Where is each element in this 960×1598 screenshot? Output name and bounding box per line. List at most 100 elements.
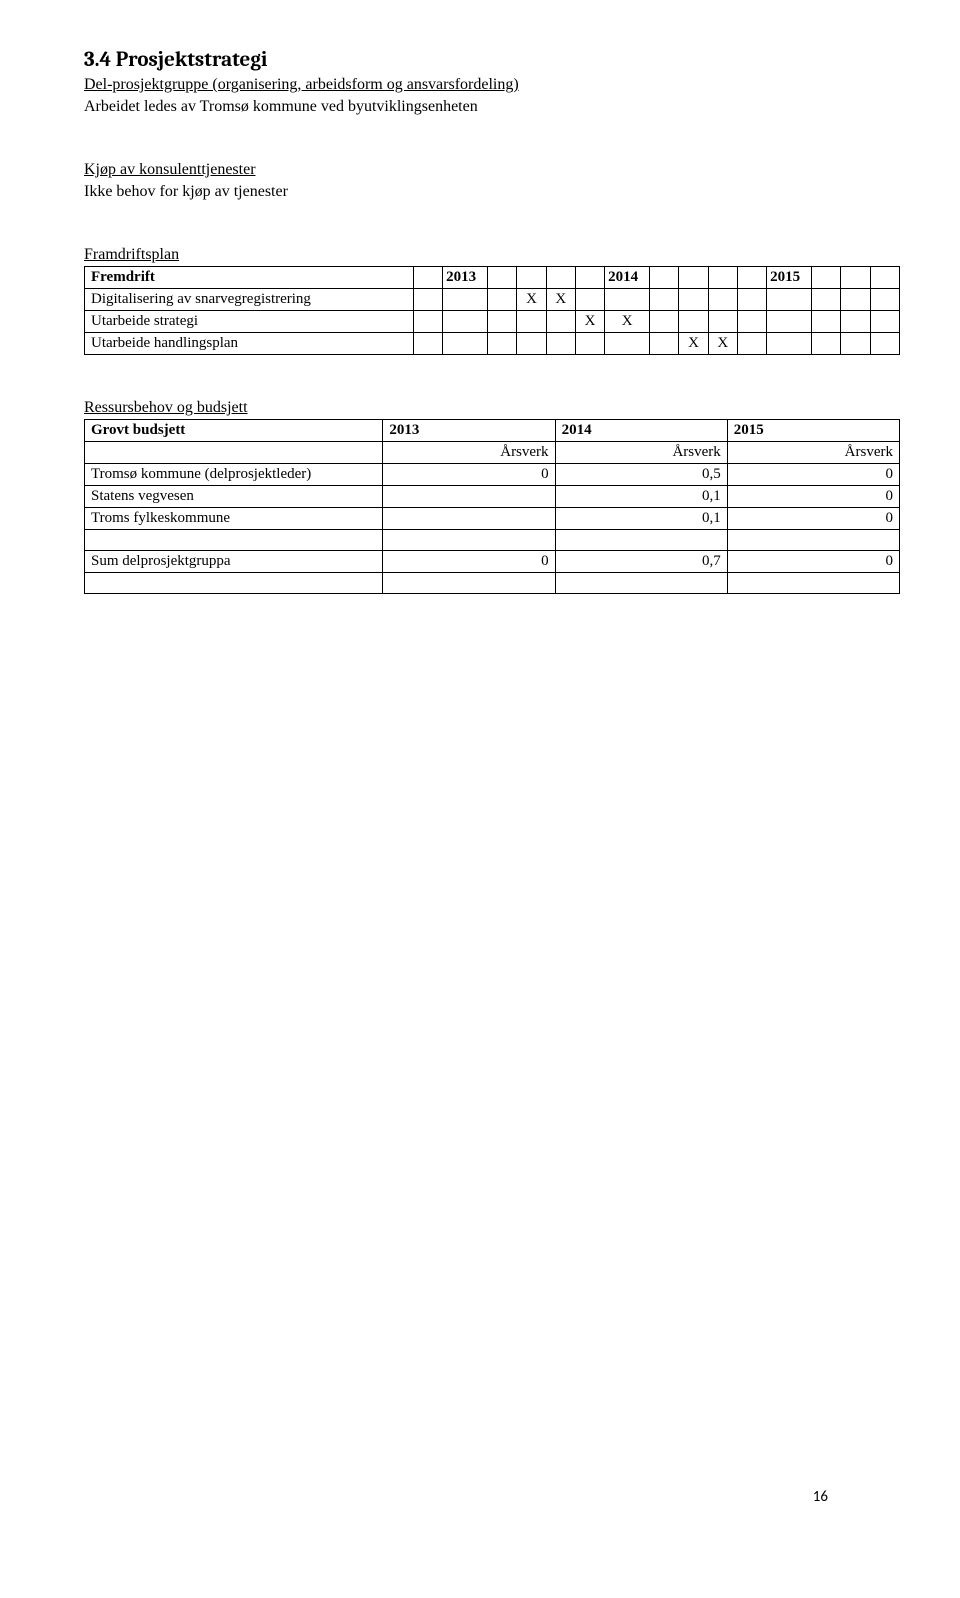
col-header (708, 266, 737, 288)
col-header (517, 266, 546, 288)
value-cell: 0,1 (555, 507, 727, 529)
row-label: Troms fylkeskommune (85, 507, 383, 529)
col-header (841, 266, 870, 288)
mark-cell (488, 310, 517, 332)
table-row (85, 572, 900, 593)
value-cell (383, 529, 555, 550)
col-header (413, 266, 442, 288)
paragraph: Del-prosjektgruppe (organisering, arbeid… (84, 74, 900, 117)
mark-cell (812, 332, 841, 354)
mark-cell (737, 332, 766, 354)
table-row: Utarbeide handlingsplan XX (85, 332, 900, 354)
col-header: 2015 (767, 266, 812, 288)
subheading: Kjøp av konsulenttjenester (84, 161, 256, 178)
table-row: Troms fylkeskommune 0,10 (85, 507, 900, 529)
table-header-row: Grovt budsjett 2013 2014 2015 (85, 419, 900, 441)
value-cell (727, 529, 899, 550)
col-header (737, 266, 766, 288)
mark-cell (575, 288, 604, 310)
row-label: Utarbeide handlingsplan (85, 332, 414, 354)
mark-cell: X (517, 288, 546, 310)
framdrift-table: Fremdrift 2013 2014 2015 Digitalisering … (84, 266, 900, 355)
col-header (575, 266, 604, 288)
mark-cell (767, 288, 812, 310)
mark-cell (841, 288, 870, 310)
value-cell: 0 (727, 463, 899, 485)
subheading: Del-prosjektgruppe (organisering, arbeid… (84, 76, 519, 93)
col-header: 2015 (727, 419, 899, 441)
mark-cell (812, 288, 841, 310)
col-header: 2014 (555, 419, 727, 441)
row-label: Sum delprosjektgruppa (85, 550, 383, 572)
value-cell (555, 529, 727, 550)
row-label: Statens vegvesen (85, 485, 383, 507)
paragraph: Kjøp av konsulenttjenester Ikke behov fo… (84, 159, 900, 202)
col-header (650, 266, 679, 288)
value-cell (383, 485, 555, 507)
value-cell (383, 572, 555, 593)
mark-cell (737, 288, 766, 310)
mark-cell (605, 288, 650, 310)
row-label (85, 572, 383, 593)
cell: Årsverk (383, 441, 555, 463)
mark-cell (870, 288, 899, 310)
mark-cell (767, 310, 812, 332)
value-cell: 0,5 (555, 463, 727, 485)
mark-cell (546, 332, 575, 354)
row-label: Utarbeide strategi (85, 310, 414, 332)
table-row: Sum delprosjektgruppa00,70 (85, 550, 900, 572)
subheading: Ressursbehov og budsjett (84, 397, 900, 419)
table-row: Statens vegvesen0,10 (85, 485, 900, 507)
col-header (546, 266, 575, 288)
table-row (85, 529, 900, 550)
col-header (488, 266, 517, 288)
mark-cell (605, 332, 650, 354)
page-number: 16 (813, 1488, 828, 1506)
mark-cell (413, 310, 442, 332)
mark-cell (413, 288, 442, 310)
mark-cell: X (575, 310, 604, 332)
mark-cell (443, 332, 488, 354)
mark-cell (575, 332, 604, 354)
value-cell: 0,7 (555, 550, 727, 572)
value-cell: 0 (727, 550, 899, 572)
mark-cell (708, 288, 737, 310)
mark-cell: X (679, 332, 708, 354)
value-cell (383, 507, 555, 529)
mark-cell (708, 310, 737, 332)
mark-cell (650, 332, 679, 354)
mark-cell: X (546, 288, 575, 310)
table-subheader-row: Årsverk Årsverk Årsverk (85, 441, 900, 463)
value-cell: 0 (727, 507, 899, 529)
mark-cell (488, 332, 517, 354)
mark-cell (650, 310, 679, 332)
table-header-row: Fremdrift 2013 2014 2015 (85, 266, 900, 288)
value-cell (555, 572, 727, 593)
value-cell (727, 572, 899, 593)
value-cell: 0 (383, 463, 555, 485)
cell: Årsverk (555, 441, 727, 463)
col-header (870, 266, 899, 288)
row-label (85, 529, 383, 550)
mark-cell (488, 288, 517, 310)
mark-cell: X (708, 332, 737, 354)
mark-cell (443, 288, 488, 310)
value-cell: 0 (383, 550, 555, 572)
col-header (812, 266, 841, 288)
col-header: Grovt budsjett (85, 419, 383, 441)
body-text: Arbeidet ledes av Tromsø kommune ved byu… (84, 98, 478, 115)
mark-cell: X (605, 310, 650, 332)
cell: Årsverk (727, 441, 899, 463)
mark-cell (812, 310, 841, 332)
mark-cell (841, 332, 870, 354)
body-text: Ikke behov for kjøp av tjenester (84, 183, 288, 200)
value-cell: 0,1 (555, 485, 727, 507)
mark-cell (870, 310, 899, 332)
mark-cell (679, 288, 708, 310)
table-row: Digitalisering av snarvegregistreringXX (85, 288, 900, 310)
col-header: Fremdrift (85, 266, 414, 288)
mark-cell (443, 310, 488, 332)
mark-cell (767, 332, 812, 354)
subheading: Framdriftsplan (84, 244, 900, 266)
col-header: 2014 (605, 266, 650, 288)
